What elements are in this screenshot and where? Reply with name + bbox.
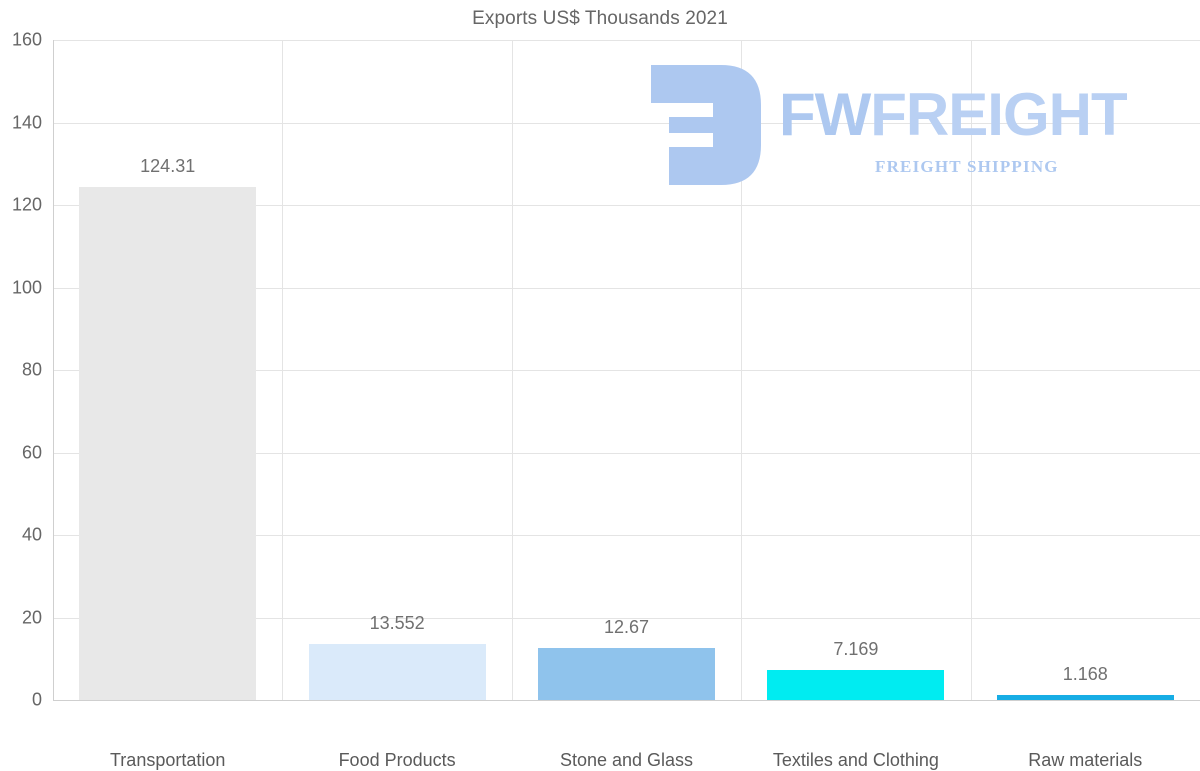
bar-value-label: 1.168 <box>1062 664 1108 685</box>
y-axis-line <box>53 40 54 701</box>
y-tick-label: 140 <box>11 112 42 132</box>
chart-title: Exports US$ Thousands 2021 <box>472 8 728 29</box>
y-tick-label: 80 <box>21 359 42 380</box>
y-tick-label: 0 <box>31 689 42 710</box>
bar[interactable] <box>309 644 486 700</box>
x-tick-label: Textiles and Clothing <box>772 750 939 770</box>
y-tick-label: 100 <box>11 277 42 297</box>
gridline-x-4 <box>971 40 972 700</box>
y-tick-label: 40 <box>21 524 42 545</box>
gridline-y-80 <box>53 370 1200 371</box>
bar-value-label: 7.169 <box>833 639 879 660</box>
bar-value-label: 124.31 <box>140 156 196 177</box>
x-tick-label: Transportation <box>109 750 226 770</box>
bar[interactable] <box>767 670 944 700</box>
x-tick-label: Stone and Glass <box>559 750 694 770</box>
bar-value-label: 13.552 <box>369 613 425 634</box>
y-tick-label: 160 <box>11 29 42 50</box>
x-tick-label: Raw materials <box>1028 750 1143 770</box>
x-axis-line <box>53 700 1200 701</box>
x-tick-label: Food Products <box>338 750 456 770</box>
gridline-y-60 <box>53 452 1200 454</box>
gridline-y-120 <box>53 205 1200 206</box>
gridline-y-140 <box>53 122 1200 124</box>
bar-value-label: 12.67 <box>603 616 650 637</box>
gridline-y-100 <box>53 287 1200 289</box>
y-tick-label: 60 <box>21 442 42 462</box>
gridline-y-20 <box>53 617 1200 619</box>
bar[interactable] <box>79 187 256 700</box>
bar[interactable] <box>538 647 715 700</box>
bar[interactable] <box>997 695 1174 700</box>
plot-area: 0 20 40 60 80 100 120 140 160 124.31 13.552 12.67 7… <box>12 30 1200 770</box>
gridline-y-160 <box>53 40 1200 41</box>
gridline-x-2 <box>512 40 513 700</box>
gridline-x-3 <box>741 40 742 700</box>
y-tick-label: 120 <box>11 194 42 215</box>
y-tick-label: 20 <box>21 607 42 627</box>
gridline-y-40 <box>53 535 1200 536</box>
gridline-x-1 <box>282 40 283 700</box>
